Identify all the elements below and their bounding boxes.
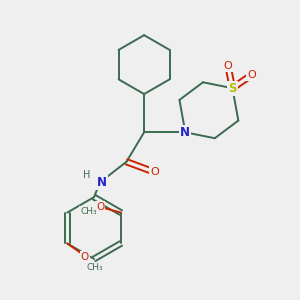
Text: O: O	[81, 252, 89, 262]
Text: O: O	[96, 202, 104, 212]
Text: H: H	[83, 170, 90, 180]
Text: CH₃: CH₃	[87, 262, 104, 272]
Text: S: S	[228, 82, 237, 95]
Text: N: N	[180, 126, 190, 139]
Text: CH₃: CH₃	[80, 207, 97, 216]
Text: O: O	[247, 70, 256, 80]
Text: O: O	[150, 167, 159, 177]
Text: N: N	[97, 176, 107, 189]
Text: O: O	[224, 61, 233, 71]
